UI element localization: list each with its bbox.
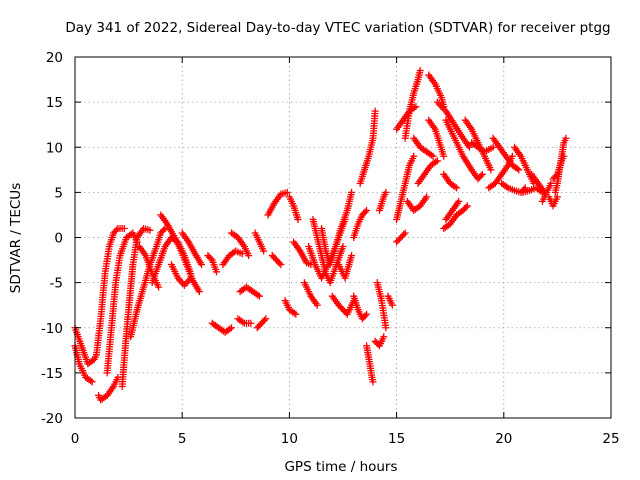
grid-lines [75, 57, 611, 418]
pass-10-point [195, 288, 203, 296]
pass-33-point [361, 312, 369, 320]
pass-02-point [88, 378, 96, 386]
pass-46-point [433, 157, 441, 165]
pass-54-point [487, 166, 495, 174]
pass-22-point [275, 259, 283, 267]
pass-20-point [262, 315, 270, 323]
x-axis-ticks: 0 5 10 15 20 25 [71, 57, 620, 447]
pass-18-point [239, 318, 247, 326]
pass-18-point [247, 319, 255, 327]
pass-13-point [213, 268, 221, 276]
x-tick-label: 5 [178, 431, 187, 447]
y-axis-label: SDTVAR / TECUs [8, 183, 24, 293]
pass-23-point [290, 309, 298, 317]
pass-40-point [401, 229, 409, 237]
pass-49-point [465, 143, 473, 151]
pass-14-point [228, 324, 236, 332]
pass-31-point [348, 252, 356, 260]
pass-57-point [515, 166, 523, 174]
pass-14-point [226, 325, 234, 333]
pass-42-point [410, 104, 418, 112]
pass-52-point [455, 197, 463, 205]
pass-16-point [245, 252, 253, 260]
pass-58-point [502, 183, 510, 191]
pass-33-point [363, 310, 371, 318]
y-tick-label: 20 [46, 50, 63, 66]
pass-26-point [313, 301, 321, 309]
chart-title: Day 341 of 2022, Sidereal Day-to-day VTE… [65, 20, 610, 36]
pass-43-point [416, 67, 424, 75]
pass-04-point [112, 226, 120, 234]
pass-32-point [363, 206, 371, 214]
x-tick-label: 10 [281, 431, 298, 447]
pass-22-point [277, 261, 285, 269]
y-tick-label: 15 [46, 95, 63, 111]
pass-13-point [207, 255, 215, 263]
pass-23-point [292, 310, 300, 318]
y-tick-label: -20 [41, 411, 63, 427]
pass-57-point [513, 165, 521, 173]
pass-63-point [547, 179, 555, 187]
y-tick-label: -15 [41, 366, 63, 382]
x-tick-label: 0 [71, 431, 80, 447]
pass-28-point [339, 243, 347, 251]
y-tick-label: -5 [50, 276, 63, 292]
pass-17-point [255, 292, 263, 300]
pass-02-point [87, 377, 95, 385]
pass-24-point [294, 215, 302, 223]
y-tick-label: -10 [41, 321, 63, 337]
pass-45-point [427, 151, 435, 159]
pass-11-point [197, 261, 205, 269]
pass-08-point [155, 283, 163, 291]
pass-51-point [451, 183, 459, 191]
pass-44-point [423, 193, 431, 201]
pass-19-point [260, 247, 268, 255]
pass-06-point [146, 226, 154, 234]
pass-34-point [371, 107, 379, 115]
pass-46-point [432, 158, 440, 166]
y-tick-label: 10 [46, 140, 63, 156]
pass-62-point [553, 193, 561, 201]
pass-64-point [562, 134, 570, 142]
pass-20-point [260, 316, 268, 324]
pass-07-point [160, 226, 168, 234]
pass-45-point [429, 152, 437, 160]
pass-56-point [508, 152, 516, 160]
pass-29-point [348, 188, 356, 196]
pass-65-point [560, 152, 568, 160]
pass-48-point [440, 152, 448, 160]
pass-35-point [369, 378, 377, 386]
x-tick-label: 25 [602, 431, 619, 447]
pass-21-point [283, 188, 291, 196]
data-points [71, 67, 570, 404]
pass-51-point [453, 184, 461, 192]
x-tick-label: 20 [495, 431, 512, 447]
pass-65-point [552, 172, 560, 180]
pass-12-point [187, 274, 195, 282]
pass-32-point [361, 208, 369, 216]
pass-38-point [382, 188, 390, 196]
x-axis-label: GPS time / hours [284, 459, 397, 475]
pass-50-point [478, 170, 486, 178]
pass-50-point [477, 172, 485, 180]
y-axis-ticks: -20 -15 -10 -5 0 5 10 15 20 [41, 50, 611, 427]
pass-40-point [400, 230, 408, 238]
pass-37-point [380, 333, 388, 341]
pass-55-point [489, 143, 497, 151]
pass-36-point [382, 324, 390, 332]
pass-04-point [120, 224, 128, 232]
pass-53-point [462, 203, 470, 211]
pass-17-point [254, 291, 262, 299]
pass-39-point [388, 301, 396, 309]
y-tick-label: 5 [54, 185, 63, 201]
x-tick-label: 15 [388, 431, 405, 447]
pass-41-point [410, 152, 418, 160]
y-tick-label: 0 [54, 231, 63, 247]
pass-53-point [463, 202, 471, 210]
